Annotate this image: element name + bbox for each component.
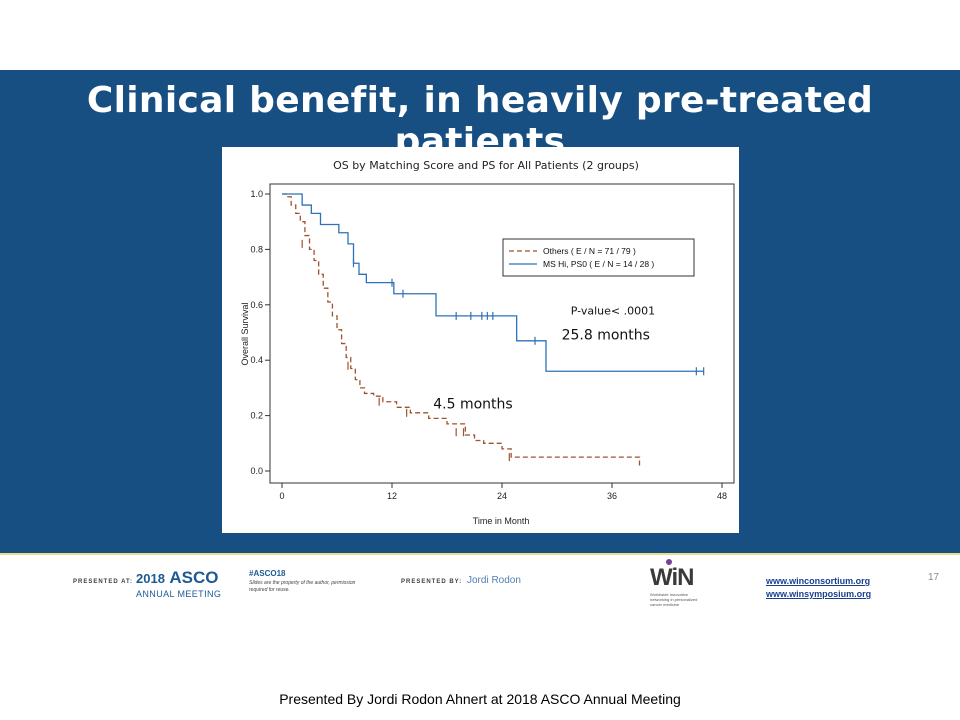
win-tagline: Worldwide Innovative networking in perso… [650, 592, 698, 607]
legend-label: Others ( E / N = 71 / 79 ) [543, 246, 636, 256]
hashtag: #ASCO18 [249, 569, 286, 578]
presentation-caption: Presented By Jordi Rodon Ahnert at 2018 … [279, 691, 681, 707]
asco-year: 2018 [136, 571, 165, 586]
annotation-label: 25.8 months [562, 327, 650, 343]
win-logo-text: WiN [650, 564, 694, 591]
slide-title: Clinical benefit, in heavily pre-treated… [86, 80, 874, 162]
win-logo: WiN Worldwide Innovative networking in p… [650, 559, 700, 607]
axes: 0 12 24 36 48 0.0 0.2 0.4 0.6 0.8 1.0 [250, 183, 735, 501]
legend-box [502, 238, 695, 277]
presenter-name: Jordi Rodon [467, 575, 521, 586]
chart-annotations: P-value< .0001 25.8 months 4.5 months [433, 304, 655, 412]
y-tick-label: 0.8 [250, 244, 263, 254]
survival-chart: OS by Matching Score and PS for All Pati… [222, 147, 739, 533]
x-tick-label: 48 [717, 491, 727, 501]
x-tick-label: 12 [387, 491, 397, 501]
series-line-ms-hi [282, 193, 704, 372]
asco-subtitle: ANNUAL MEETING [136, 589, 222, 599]
chart-title: OS by Matching Score and PS for All Pati… [333, 159, 639, 172]
win-logo-dot [666, 559, 672, 565]
footer-links: www.winconsortium.org www.winsymposium.o… [766, 575, 871, 601]
footer: PRESENTED AT: 2018 ASCO ANNUAL MEETING #… [0, 556, 960, 616]
x-tick-label: 36 [607, 491, 617, 501]
y-axis-label: Overall Survival [240, 302, 250, 365]
asco-logo: 2018 ASCO ANNUAL MEETING [136, 568, 221, 599]
y-tick-label: 0.4 [250, 355, 263, 365]
x-tick-label: 24 [497, 491, 507, 501]
plot-frame [269, 183, 735, 484]
banner-divider [0, 553, 960, 555]
legend-label: MS Hi, PS0 ( E / N = 14 / 28 ) [543, 259, 654, 269]
asco-name: ASCO [169, 568, 219, 587]
y-tick-label: 0.0 [250, 466, 263, 476]
hashtag-note: Slides are the property of the author, p… [249, 580, 356, 593]
y-tick-label: 0.6 [250, 300, 263, 310]
x-tick-label: 0 [279, 491, 284, 501]
presented-by-label: PRESENTED BY: [401, 579, 463, 585]
annotation-label: 4.5 months [433, 397, 512, 413]
survival-chart-svg: OS by Matching Score and PS for All Pati… [240, 159, 735, 526]
page-number: 17 [928, 572, 940, 583]
series-line-others [282, 193, 641, 466]
x-axis-label: Time in Month [473, 516, 530, 526]
chart-legend: Others ( E / N = 71 / 79 ) MS Hi, PS0 ( E… [502, 238, 695, 277]
y-tick-label: 1.0 [250, 189, 263, 199]
survival-curves [282, 193, 705, 466]
link-winconsortium[interactable]: www.winconsortium.org [766, 576, 871, 586]
y-tick-label: 0.2 [250, 411, 263, 421]
presented-at-label: PRESENTED AT: [73, 579, 134, 585]
annotation-label: P-value< .0001 [571, 304, 655, 317]
link-winsymposium[interactable]: www.winsymposium.org [766, 589, 872, 599]
